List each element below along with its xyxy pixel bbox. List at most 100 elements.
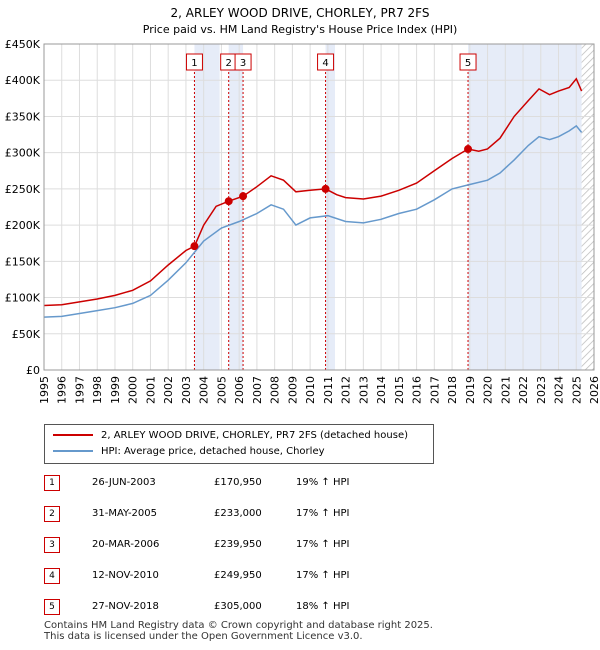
x-tick-label: 2002	[162, 376, 175, 404]
sale-marker-label: 1	[191, 58, 197, 69]
sale-marker-badge	[317, 53, 335, 71]
forecast-hatch	[581, 44, 594, 370]
sale-marker-label: 4	[322, 58, 328, 69]
x-tick-label: 2013	[357, 376, 370, 404]
sale-date: 31-MAY-2005	[92, 508, 158, 519]
sale-number-badge: 2	[44, 506, 60, 522]
x-tick-label: 2024	[553, 376, 566, 404]
y-tick-label: £450K	[5, 38, 41, 51]
footer-line-1: Contains HM Land Registry data © Crown c…	[44, 620, 433, 631]
x-tick-label: 2008	[269, 376, 282, 404]
sale-date: 26-JUN-2003	[92, 477, 156, 488]
hpi-line	[43, 124, 583, 318]
x-tick-label: 2026	[588, 376, 600, 404]
sale-date: 27-NOV-2018	[92, 601, 159, 612]
table-row: 5 27-NOV-2018 £305,000 18% ↑ HPI	[44, 598, 464, 629]
sale-number-badge: 5	[44, 599, 60, 615]
legend-swatch-hpi	[53, 450, 93, 452]
sale-number-badge: 3	[44, 537, 60, 553]
x-tick-label: 2011	[322, 376, 335, 404]
sale-price: £170,950	[214, 477, 262, 488]
x-tick-label: 2000	[127, 376, 140, 404]
plot-frame	[43, 43, 595, 371]
sales-table: 1 26-JUN-2003 £170,950 19% ↑ HPI 2 31-MA…	[44, 474, 464, 629]
chart-title: 2, ARLEY WOOD DRIVE, CHORLEY, PR7 2FS	[171, 6, 430, 20]
sale-marker-label: 3	[240, 58, 246, 69]
x-tick-label: 2018	[446, 376, 459, 404]
x-tick-label: 1999	[109, 376, 122, 404]
sale-point	[239, 192, 248, 201]
y-tick-label: £400K	[5, 74, 41, 87]
x-tick-label: 2022	[517, 376, 530, 404]
x-tick-label: 1996	[56, 376, 69, 404]
sale-point	[321, 184, 330, 193]
x-tick-label: 2012	[340, 376, 353, 404]
sale-date: 12-NOV-2010	[92, 570, 159, 581]
sale-period-shade	[325, 44, 335, 370]
footer-line-2: This data is licensed under the Open Gov…	[44, 631, 363, 642]
sale-period-shade	[228, 44, 244, 370]
sale-point	[464, 145, 473, 154]
sale-hpi-change: 17% ↑ HPI	[296, 508, 350, 519]
sale-price: £249,950	[214, 570, 262, 581]
sale-price: £233,000	[214, 508, 262, 519]
sale-price: £305,000	[214, 601, 262, 612]
sale-number-badge: 4	[44, 568, 60, 584]
x-tick-label: 2017	[428, 376, 441, 404]
x-tick-label: 1998	[91, 376, 104, 404]
chart-legend: 2, ARLEY WOOD DRIVE, CHORLEY, PR7 2FS (d…	[44, 424, 434, 464]
y-tick-label: £200K	[5, 219, 41, 232]
x-tick-label: 2003	[180, 376, 193, 404]
sale-hpi-change: 18% ↑ HPI	[296, 601, 350, 612]
legend-label-property: 2, ARLEY WOOD DRIVE, CHORLEY, PR7 2FS (d…	[101, 430, 408, 441]
x-tick-label: 2016	[411, 376, 424, 404]
sale-marker-badge	[185, 53, 203, 71]
sale-hpi-change: 17% ↑ HPI	[296, 570, 350, 581]
x-tick-label: 2010	[304, 376, 317, 404]
sale-marker-badge	[459, 53, 477, 71]
legend-item-property: 2, ARLEY WOOD DRIVE, CHORLEY, PR7 2FS (d…	[53, 429, 408, 443]
property-price-line	[43, 77, 583, 307]
sale-marker-label: 2	[226, 58, 232, 69]
sale-number-badge: 1	[44, 475, 60, 491]
sale-marker-badge	[234, 53, 252, 71]
x-tick-label: 2004	[198, 376, 211, 404]
legend-swatch-property	[53, 434, 93, 436]
legend-label-hpi: HPI: Average price, detached house, Chor…	[101, 446, 325, 457]
sale-point	[190, 242, 199, 251]
footer-attribution: Contains HM Land Registry data © Crown c…	[44, 620, 433, 642]
sale-price: £239,950	[214, 539, 262, 550]
x-tick-label: 2007	[251, 376, 264, 404]
sale-period-shade	[468, 44, 582, 370]
y-tick-label: £350K	[5, 110, 41, 123]
y-tick-label: £100K	[5, 292, 41, 305]
x-tick-label: 2001	[144, 376, 157, 404]
table-row: 1 26-JUN-2003 £170,950 19% ↑ HPI	[44, 474, 464, 505]
x-tick-label: 1995	[38, 376, 51, 404]
x-tick-label: 2025	[570, 376, 583, 404]
y-tick-label: £50K	[12, 328, 41, 341]
y-tick-label: £0	[26, 364, 40, 377]
y-tick-label: £150K	[5, 255, 41, 268]
table-row: 2 31-MAY-2005 £233,000 17% ↑ HPI	[44, 505, 464, 536]
x-tick-label: 2019	[464, 376, 477, 404]
x-tick-label: 2005	[215, 376, 228, 404]
x-tick-label: 2014	[375, 376, 388, 404]
sale-date: 20-MAR-2006	[92, 539, 160, 550]
y-tick-label: £250K	[5, 183, 41, 196]
table-row: 3 20-MAR-2006 £239,950 17% ↑ HPI	[44, 536, 464, 567]
x-tick-label: 2023	[535, 376, 548, 404]
sale-marker-label: 5	[465, 58, 471, 69]
sale-hpi-change: 19% ↑ HPI	[296, 477, 350, 488]
x-tick-label: 2009	[286, 376, 299, 404]
x-tick-label: 1997	[73, 376, 86, 404]
chart-subtitle: Price paid vs. HM Land Registry's House …	[143, 23, 458, 36]
y-tick-label: £300K	[5, 147, 41, 160]
x-tick-label: 2020	[482, 376, 495, 404]
legend-item-hpi: HPI: Average price, detached house, Chor…	[53, 445, 325, 459]
x-tick-label: 2015	[393, 376, 406, 404]
x-tick-label: 2006	[233, 376, 246, 404]
sale-point	[224, 197, 233, 206]
table-row: 4 12-NOV-2010 £249,950 17% ↑ HPI	[44, 567, 464, 598]
x-tick-label: 2021	[499, 376, 512, 404]
